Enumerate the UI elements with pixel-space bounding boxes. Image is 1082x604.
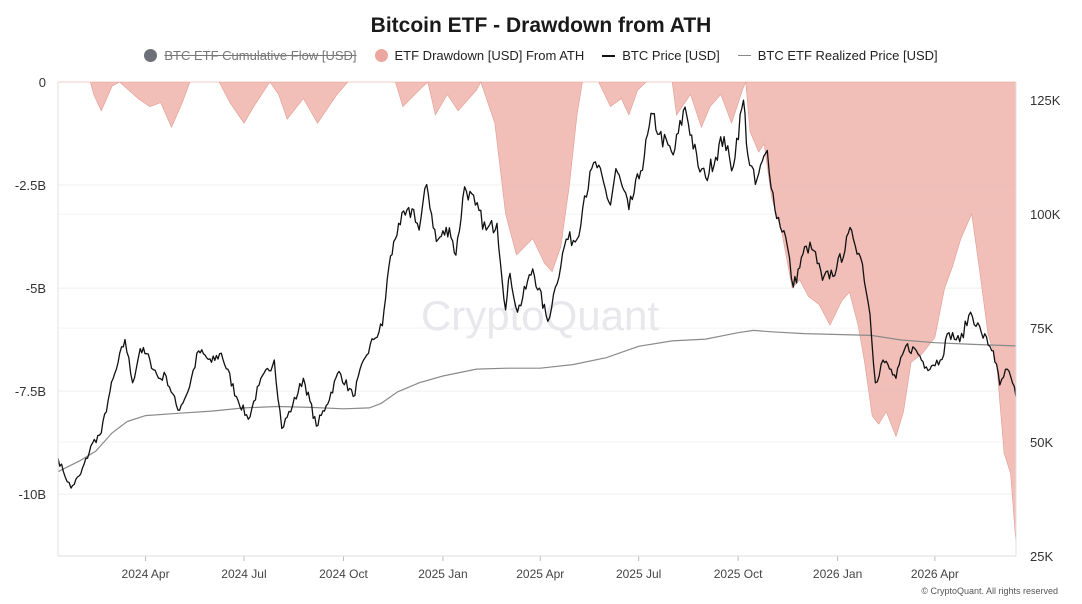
- legend-dot-drawdown: [374, 49, 388, 62]
- y-left-tick-label: -5B: [26, 281, 46, 296]
- watermark: CryptoQuant: [421, 292, 659, 339]
- y-left-tick-label: -2.5B: [15, 178, 46, 193]
- legend: BTC ETF Cumulative Flow [USD] ETF Drawdo…: [0, 48, 1082, 63]
- axes: 0 -2.5B -5B -7.5B -10B 125K 100K 75K 50K 25K 2024 …: [15, 75, 1061, 581]
- legend-label-cumulative-flow: BTC ETF Cumulative Flow [USD]: [164, 48, 357, 63]
- y-right-tick-label: 50K: [1030, 435, 1053, 450]
- legend-item-cumulative-flow[interactable]: BTC ETF Cumulative Flow [USD]: [144, 48, 357, 63]
- copyright-footer: © CryptoQuant. All rights reserved: [921, 586, 1058, 596]
- y-right-tick-label: 25K: [1030, 549, 1053, 564]
- legend-line-btc-price: [602, 54, 616, 57]
- x-tick-label: 2025 Jan: [418, 567, 467, 581]
- legend-item-btc-price[interactable]: BTC Price [USD]: [602, 48, 720, 63]
- x-tick-label: 2026 Jan: [813, 567, 862, 581]
- line-layer: [57, 99, 1017, 489]
- series-realized-price-line[interactable]: [57, 329, 1017, 473]
- legend-item-drawdown[interactable]: ETF Drawdown [USD] From ATH: [374, 48, 585, 63]
- x-tick-label: 2025 Oct: [714, 567, 763, 581]
- legend-item-realized-price[interactable]: BTC ETF Realized Price [USD]: [737, 48, 938, 63]
- y-left-tick-label: -10B: [19, 487, 46, 502]
- x-tick-label: 2025 Apr: [516, 567, 564, 581]
- x-tick-label: 2026 Apr: [911, 567, 959, 581]
- x-tick-label: 2025 Jul: [616, 567, 661, 581]
- chart-title: Bitcoin ETF - Drawdown from ATH: [370, 14, 712, 37]
- x-tick-label: 2024 Oct: [319, 567, 368, 581]
- y-left-tick-label: 0: [39, 75, 46, 90]
- series-btc-price-line[interactable]: [57, 99, 1017, 489]
- legend-label-btc-price: BTC Price [USD]: [622, 48, 720, 63]
- y-right-tick-label: 125K: [1030, 93, 1061, 108]
- y-left-tick-label: -7.5B: [15, 384, 46, 399]
- x-tick-label: 2024 Apr: [122, 567, 170, 581]
- legend-dot-cumulative-flow: [144, 49, 158, 62]
- legend-label-realized-price: BTC ETF Realized Price [USD]: [757, 48, 938, 63]
- x-tick-label: 2024 Jul: [221, 567, 266, 581]
- drawdown-area: [58, 81, 1017, 544]
- legend-label-drawdown: ETF Drawdown [USD] From ATH: [394, 48, 585, 63]
- y-right-tick-label: 100K: [1030, 207, 1061, 222]
- series-drawdown-area[interactable]: [58, 81, 1017, 544]
- y-right-tick-label: 75K: [1030, 321, 1053, 336]
- legend-line-realized-price: [737, 55, 751, 56]
